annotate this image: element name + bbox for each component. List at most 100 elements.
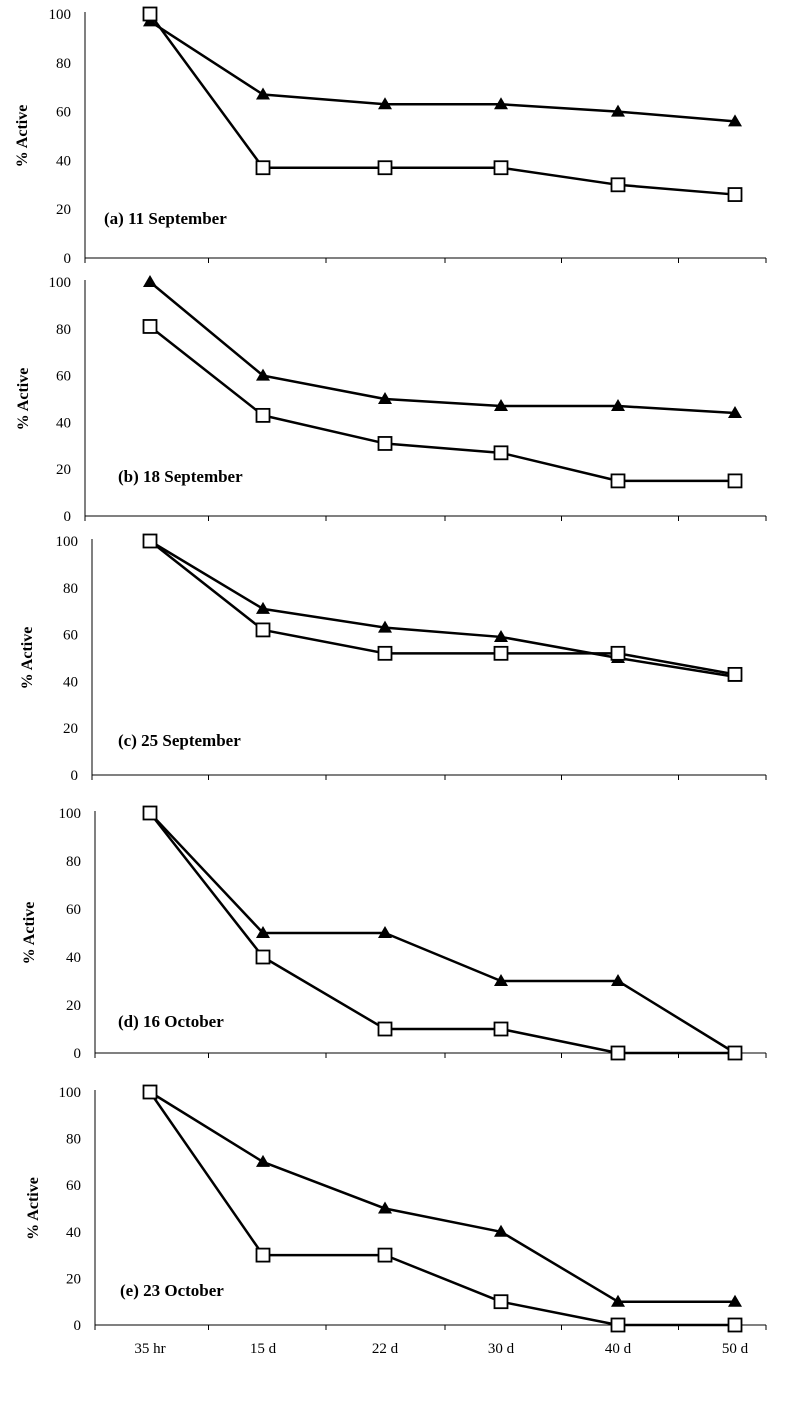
open-square-point — [610, 645, 626, 661]
chart-panel-4: 0 20 40 60 80 100 % Active (d) 16 October — [21, 805, 767, 1062]
open-square-point — [610, 473, 626, 489]
open-square-point — [377, 1021, 393, 1037]
y-axis-label: % Active — [15, 368, 32, 431]
x-tick-label: 15 d — [250, 1341, 277, 1357]
filled-triangle-point — [256, 87, 270, 100]
x-tick-label: 22 d — [372, 1341, 399, 1357]
y-tick-label: 40 — [66, 950, 81, 966]
series-line-triangle — [149, 20, 736, 123]
open-square-point — [255, 949, 271, 965]
y-tick-label: 60 — [63, 628, 78, 644]
filled-triangle-point — [494, 1224, 508, 1237]
open-square-point — [377, 645, 393, 661]
y-tick-label: 20 — [56, 202, 71, 218]
y-tick-label: 80 — [56, 322, 71, 338]
panel-label: (d) 16 October — [118, 1012, 224, 1031]
y-tick-label: 20 — [56, 462, 71, 478]
y-tick-label: 40 — [63, 674, 78, 690]
open-square-point — [493, 1021, 509, 1037]
open-square-point — [142, 1084, 158, 1100]
series-line-triangle — [149, 812, 736, 1055]
panel-label: (e) 23 October — [120, 1281, 224, 1300]
filled-triangle-point — [494, 629, 508, 642]
y-tick-label: 100 — [49, 275, 72, 291]
x-tick-label: 50 d — [722, 1341, 749, 1357]
open-square-point — [610, 1045, 626, 1061]
series-line-triangle — [149, 1090, 735, 1303]
filled-triangle-point — [378, 1201, 392, 1214]
y-tick-label: 0 — [64, 509, 72, 525]
filled-triangle-point — [256, 368, 270, 381]
y-tick-label: 20 — [66, 998, 81, 1014]
panel-label: (b) 18 September — [118, 467, 243, 486]
y-axis-label: % Active — [25, 1177, 42, 1240]
x-tick-label: 40 d — [605, 1341, 632, 1357]
y-tick-label: 100 — [49, 7, 72, 23]
y-tick-label: 60 — [66, 902, 81, 918]
open-square-point — [493, 645, 509, 661]
filled-triangle-point — [728, 1294, 742, 1307]
y-axis-label: % Active — [21, 902, 38, 965]
open-square-point — [255, 622, 271, 638]
y-tick-label: 80 — [66, 854, 81, 870]
series-line-square — [148, 1091, 735, 1327]
y-tick-label: 80 — [56, 56, 71, 72]
y-axis-label: % Active — [14, 105, 31, 168]
open-square-point — [727, 1317, 743, 1333]
open-square-point — [255, 160, 271, 176]
open-square-point — [727, 473, 743, 489]
chart-panel-5: 0 20 40 60 80 100 % Active (e) 23 October 35 hr 1… — [25, 1084, 767, 1357]
y-tick-label: 80 — [66, 1132, 81, 1148]
filled-triangle-point — [494, 399, 508, 412]
open-square-point — [377, 160, 393, 176]
series-line-square — [149, 540, 736, 676]
y-tick-label: 0 — [71, 768, 79, 784]
y-tick-label: 0 — [74, 1318, 82, 1334]
filled-triangle-point — [143, 275, 157, 287]
y-tick-label: 40 — [56, 415, 71, 431]
filled-triangle-point — [611, 399, 625, 412]
chart-panel-2: 0 20 40 60 80 100 % Active (b) 18 September — [15, 275, 767, 525]
open-square-point — [142, 319, 158, 334]
y-tick-label: 80 — [63, 581, 78, 597]
filled-triangle-point — [256, 1154, 270, 1167]
y-tick-label: 60 — [56, 105, 71, 121]
filled-triangle-point — [494, 97, 508, 110]
filled-triangle-point — [611, 974, 625, 986]
filled-triangle-point — [256, 601, 270, 614]
open-square-point — [727, 666, 743, 682]
chart-panel-1: 0 20 40 60 80 100 % Active (a) 11 September — [14, 6, 767, 267]
open-square-point — [610, 177, 626, 193]
open-square-point — [610, 1317, 626, 1333]
y-tick-label: 20 — [63, 721, 78, 737]
series-line-triangle — [149, 281, 736, 415]
y-tick-label: 0 — [74, 1046, 82, 1062]
open-square-point — [727, 187, 743, 202]
y-tick-label: 40 — [66, 1225, 81, 1241]
series-line-square — [148, 13, 736, 196]
filled-triangle-point — [378, 392, 392, 404]
open-square-point — [255, 407, 271, 423]
panel-label: (c) 25 September — [118, 731, 241, 750]
filled-triangle-point — [378, 620, 392, 633]
open-square-point — [493, 445, 509, 461]
open-square-point — [377, 436, 393, 451]
open-square-point — [142, 805, 158, 821]
filled-triangle-point — [378, 97, 392, 110]
series-line-triangle — [149, 539, 736, 678]
filled-triangle-point — [611, 104, 625, 117]
y-tick-label: 100 — [59, 806, 82, 822]
filled-triangle-point — [611, 1294, 625, 1307]
y-tick-label: 60 — [66, 1178, 81, 1194]
panel-label: (a) 11 September — [104, 209, 227, 228]
x-tick-label: 35 hr — [134, 1341, 165, 1357]
y-tick-label: 60 — [56, 369, 71, 385]
filled-triangle-point — [728, 114, 742, 127]
open-square-point — [493, 160, 509, 176]
open-square-point — [255, 1247, 271, 1263]
y-tick-label: 20 — [66, 1271, 81, 1287]
y-tick-label: 40 — [56, 153, 71, 169]
y-tick-label: 100 — [59, 1085, 82, 1101]
open-square-point — [142, 6, 158, 22]
